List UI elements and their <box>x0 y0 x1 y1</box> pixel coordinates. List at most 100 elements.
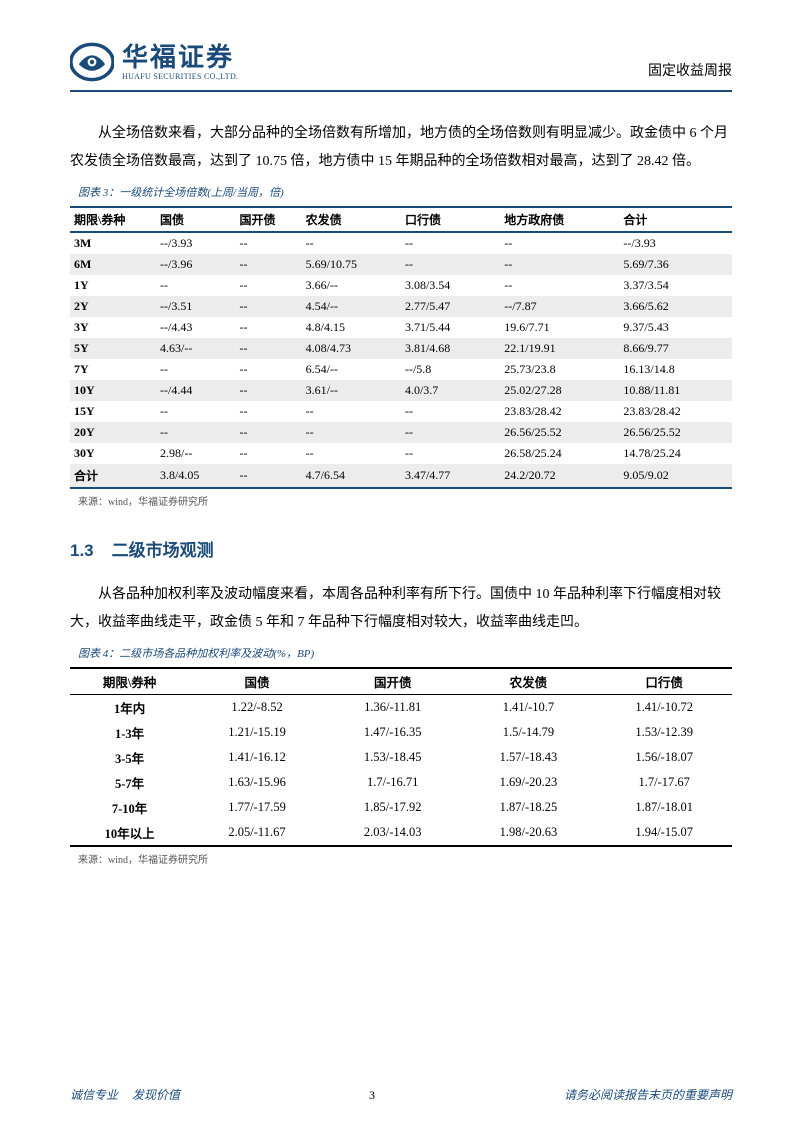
chart4-source: 来源：wind，华福证券研究所 <box>78 851 732 866</box>
table-header-cell: 地方政府债 <box>500 207 619 232</box>
table-cell: 5.69/10.75 <box>302 254 401 275</box>
paragraph-1: 从全场倍数来看，大部分品种的全场倍数有所增加，地方债的全场倍数则有明显减少。政金… <box>70 120 732 176</box>
table-header-cell: 期限\券种 <box>70 668 189 695</box>
chart3-source: 来源：wind，华福证券研究所 <box>78 493 732 508</box>
table-cell: 3.81/4.68 <box>401 338 500 359</box>
table-cell: 1.47/-16.35 <box>325 720 461 745</box>
table-cell: 3-5年 <box>70 745 189 770</box>
table-cell: 3.08/3.54 <box>401 275 500 296</box>
table-cell: -- <box>302 232 401 254</box>
table-row: 6M--/3.96--5.69/10.75----5.69/7.36 <box>70 254 732 275</box>
table-cell: 1.53/-18.45 <box>325 745 461 770</box>
table-cell: 9.37/5.43 <box>619 317 732 338</box>
document-type: 固定收益周报 <box>648 60 732 84</box>
table-cell: 1.22/-8.52 <box>189 695 325 721</box>
table-cell: -- <box>235 443 301 464</box>
table-cell: 3M <box>70 232 156 254</box>
table-cell: 4.0/3.7 <box>401 380 500 401</box>
table-cell: -- <box>235 359 301 380</box>
table-cell: --/4.44 <box>156 380 235 401</box>
table-cell: -- <box>156 359 235 380</box>
table-cell: 23.83/28.42 <box>500 401 619 422</box>
table-cell: 2.05/-11.67 <box>189 820 325 846</box>
table-cell: 1.56/-18.07 <box>596 745 732 770</box>
table-cell: 3.47/4.77 <box>401 464 500 488</box>
table-cell: -- <box>401 443 500 464</box>
table-cell: -- <box>401 254 500 275</box>
table-cell: -- <box>401 422 500 443</box>
logo-en: HUAFU SECURITIES CO.,LTD. <box>122 72 238 81</box>
table-cell: 2.77/5.47 <box>401 296 500 317</box>
table-row: 7Y----6.54/----/5.825.73/23.816.13/14.8 <box>70 359 732 380</box>
table-cell: 1.57/-18.43 <box>461 745 597 770</box>
motto-1: 诚信专业 <box>70 1088 118 1102</box>
table-cell: 5Y <box>70 338 156 359</box>
table-cell: 1年内 <box>70 695 189 721</box>
table-cell: --/3.51 <box>156 296 235 317</box>
table-cell: 1.87/-18.01 <box>596 795 732 820</box>
table-cell: -- <box>500 275 619 296</box>
table-cell: 1.7/-16.71 <box>325 770 461 795</box>
table-cell: --/5.8 <box>401 359 500 380</box>
table-header-cell: 国开债 <box>325 668 461 695</box>
table-cell: 3.61/-- <box>302 380 401 401</box>
table-cell: -- <box>235 422 301 443</box>
table-row: 15Y--------23.83/28.4223.83/28.42 <box>70 401 732 422</box>
table-cell: 30Y <box>70 443 156 464</box>
table-cell: 2Y <box>70 296 156 317</box>
table-cell: 20Y <box>70 422 156 443</box>
table-cell: 4.63/-- <box>156 338 235 359</box>
table-row: 5Y4.63/----4.08/4.733.81/4.6822.1/19.918… <box>70 338 732 359</box>
table-cell: -- <box>235 401 301 422</box>
table-header-cell: 国债 <box>189 668 325 695</box>
table-cell: 2.03/-14.03 <box>325 820 461 846</box>
table-cell: 26.56/25.52 <box>619 422 732 443</box>
table-cell: --/3.93 <box>619 232 732 254</box>
footer-motto: 诚信专业发现价值 <box>70 1086 180 1103</box>
table-cell: 3.37/3.54 <box>619 275 732 296</box>
table-row: 1年内1.22/-8.521.36/-11.811.41/-10.71.41/-… <box>70 695 732 721</box>
table-cell: -- <box>235 317 301 338</box>
table-cell: 7-10年 <box>70 795 189 820</box>
table-cell: -- <box>235 254 301 275</box>
table-cell: -- <box>302 401 401 422</box>
table-cell: 3.71/5.44 <box>401 317 500 338</box>
table-cell: 25.73/23.8 <box>500 359 619 380</box>
table-cell: 26.56/25.52 <box>500 422 619 443</box>
table-cell: 1.5/-14.79 <box>461 720 597 745</box>
logo-block: 华福证券 HUAFU SECURITIES CO.,LTD. <box>70 40 238 84</box>
page-footer: 诚信专业发现价值 3 请务必阅读报告末页的重要声明 <box>70 1086 732 1103</box>
table-cell: 5.69/7.36 <box>619 254 732 275</box>
table-header-cell: 期限\券种 <box>70 207 156 232</box>
table-cell: -- <box>302 422 401 443</box>
table-cell: 1.94/-15.07 <box>596 820 732 846</box>
table-row: 1-3年1.21/-15.191.47/-16.351.5/-14.791.53… <box>70 720 732 745</box>
table-cell: 1.41/-10.7 <box>461 695 597 721</box>
table-row: 3M--/3.93----------/3.93 <box>70 232 732 254</box>
logo-cn: 华福证券 <box>122 44 238 70</box>
table-cell: -- <box>235 464 301 488</box>
table-cell: 6.54/-- <box>302 359 401 380</box>
table-row: 3Y--/4.43--4.8/4.153.71/5.4419.6/7.719.3… <box>70 317 732 338</box>
table-cell: 19.6/7.71 <box>500 317 619 338</box>
footer-disclaimer: 请务必阅读报告末页的重要声明 <box>564 1086 732 1103</box>
table-cell: 16.13/14.8 <box>619 359 732 380</box>
table-cell: 10年以上 <box>70 820 189 846</box>
table-cell: 26.58/25.24 <box>500 443 619 464</box>
table-header-cell: 国开债 <box>235 207 301 232</box>
table-cell: 1.53/-12.39 <box>596 720 732 745</box>
table-cell: 3Y <box>70 317 156 338</box>
table-cell: 1.41/-16.12 <box>189 745 325 770</box>
table-row: 10年以上2.05/-11.672.03/-14.031.98/-20.631.… <box>70 820 732 846</box>
table-cell: 2.98/-- <box>156 443 235 464</box>
table-cell: -- <box>235 296 301 317</box>
table-row: 20Y--------26.56/25.5226.56/25.52 <box>70 422 732 443</box>
table-cell: -- <box>156 401 235 422</box>
chart3-caption: 图表 3：一级统计全场倍数(上周/当周，倍) <box>78 184 732 200</box>
table-cell: -- <box>302 443 401 464</box>
table-chart3: 期限\券种国债国开债农发债口行债地方政府债合计 3M--/3.93-------… <box>70 206 732 489</box>
table-cell: --/3.93 <box>156 232 235 254</box>
table-header-cell: 农发债 <box>302 207 401 232</box>
table-cell: 4.7/6.54 <box>302 464 401 488</box>
page-header: 华福证券 HUAFU SECURITIES CO.,LTD. 固定收益周报 <box>70 40 732 92</box>
